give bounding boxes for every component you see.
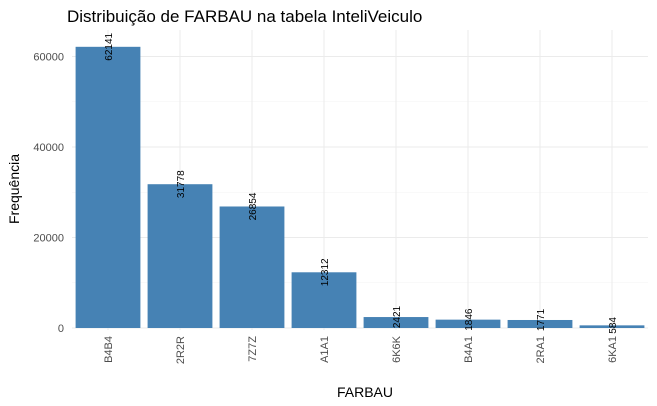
data-label-6K6K: 2421 — [392, 305, 403, 328]
bar-2RA1 — [507, 319, 573, 328]
x-tick-label: 7Z7Z — [247, 336, 259, 362]
y-axis-ticks: 0 20000 40000 60000 — [33, 52, 64, 336]
data-label-B4B4: 62141 — [104, 32, 115, 60]
x-tick-label: B4A1 — [463, 336, 475, 363]
x-tick-label: 2R2R — [175, 336, 187, 364]
bar-B4B4 — [75, 46, 141, 328]
data-label-6KA1: 584 — [608, 317, 619, 334]
x-tick-label: 2RA1 — [535, 336, 547, 364]
grid-lines — [72, 30, 648, 330]
data-label-B4A1: 1846 — [464, 308, 475, 331]
y-tick-label: 40000 — [33, 142, 64, 154]
y-tick-label: 0 — [58, 323, 64, 335]
bars — [75, 46, 645, 328]
y-tick-label: 60000 — [33, 52, 64, 64]
data-label-7Z7Z: 26854 — [248, 192, 259, 220]
x-tick-label: B4B4 — [103, 336, 115, 363]
data-label-2RA1: 1771 — [536, 308, 547, 331]
x-axis-ticks: B4B4 2R2R 7Z7Z A1A1 6K6K B4A1 2RA1 6KA1 — [103, 335, 619, 364]
x-axis-title: FARBAU — [337, 384, 393, 400]
data-label-2R2R: 31778 — [176, 170, 187, 198]
data-labels: 62141 31778 26854 12312 2421 1846 1771 584 — [104, 32, 619, 333]
y-axis-title: Frequência — [6, 154, 22, 224]
y-tick-label: 20000 — [33, 233, 64, 245]
data-label-A1A1: 12312 — [320, 258, 331, 286]
x-tick-label: A1A1 — [319, 336, 331, 363]
chart-title: Distribuição de FARBAU na tabela InteliV… — [67, 7, 422, 26]
x-tick-label: 6KA1 — [607, 336, 619, 363]
bar-6K6K — [363, 317, 429, 328]
x-tick-label: 6K6K — [391, 335, 403, 363]
bar-7Z7Z — [219, 206, 285, 328]
bar-6KA1 — [579, 325, 645, 328]
bar-B4A1 — [435, 319, 501, 328]
bar-2R2R — [147, 184, 213, 328]
bar-A1A1 — [291, 272, 357, 328]
